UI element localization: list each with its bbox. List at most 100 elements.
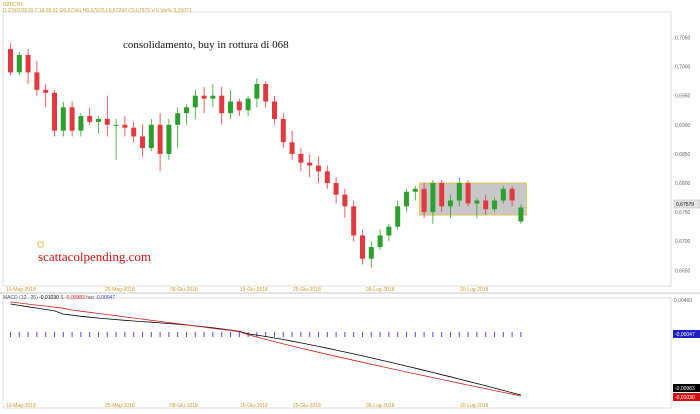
candle-body	[210, 95, 216, 99]
signal-value-box	[673, 384, 700, 392]
current-price-label: 0,67579	[676, 202, 694, 208]
candle-body	[78, 116, 84, 131]
date-tick-label: 08-Giu-2018	[170, 287, 198, 293]
candle-body	[351, 206, 357, 236]
candles-group	[8, 43, 524, 268]
price-tick-label: 0,6950	[675, 94, 691, 100]
price-tick-label: 0,6800	[675, 181, 691, 187]
candle-body	[131, 127, 137, 137]
candle-body	[96, 118, 101, 122]
price-tick-label: 0,6650	[675, 268, 691, 274]
candle-body	[509, 188, 515, 201]
macd-signal-label: S	[60, 295, 64, 301]
hist-value-box	[673, 330, 700, 338]
price-tick-label: 0,6700	[675, 239, 691, 245]
macd-signal-value: -0,00983	[65, 295, 85, 301]
date-tick-label: 25-Mag-2018	[105, 403, 135, 409]
candle-body	[16, 54, 22, 73]
candle-body	[104, 118, 110, 125]
candle-body	[307, 162, 313, 166]
header-var: 0,25071	[174, 8, 192, 14]
candle-body	[236, 101, 242, 111]
date-tick-label: 15-Giu-2018	[240, 287, 268, 293]
candle-body	[122, 124, 128, 128]
candle-body	[254, 84, 260, 99]
candle-body	[52, 92, 57, 131]
candle-body	[421, 188, 427, 213]
candle-body	[483, 200, 489, 210]
header-open-label: O	[60, 8, 64, 14]
price-tick-label: 0,6750	[675, 210, 691, 216]
header-time: 16:18:01	[39, 8, 59, 14]
signal-value-box-text: -0,00983	[675, 386, 695, 392]
date-tick-label: 20-Lug-2018	[460, 403, 489, 409]
candle-body	[395, 206, 401, 227]
candle-body	[34, 72, 40, 90]
candle-body	[386, 226, 392, 236]
header-var-label: Var%	[160, 8, 172, 14]
macd-value-box-text: -0,01030	[675, 395, 695, 401]
date-tick-label: 25-Giu-2018	[293, 403, 321, 409]
candle-body	[263, 84, 269, 102]
candle-body	[60, 107, 66, 131]
candle-body	[289, 142, 295, 154]
price-axis: 0,7050 0,7000 0,6950 0,6900 0,6850 0,6800 0,67…	[675, 35, 691, 274]
candle-body	[228, 101, 233, 114]
macd-label: MACD	[3, 295, 18, 301]
date-tick-label: 25-Giu-2018	[293, 287, 321, 293]
candle-body	[192, 95, 198, 108]
candle-body	[456, 183, 462, 201]
price-tick-label: 0,6850	[675, 152, 691, 158]
candle-body	[219, 95, 225, 114]
header-low-label: L	[106, 8, 109, 14]
macd-value: -0,01030	[39, 295, 59, 301]
candle-body	[474, 200, 480, 204]
date-axis-macd: 10-Mag-2018 25-Mag-2018 08-Giu-2018 15-Giu-…	[6, 403, 489, 409]
macd-hist-label: hist	[86, 295, 94, 301]
candle-body	[184, 107, 189, 114]
candle-body	[201, 95, 207, 99]
candle-body	[500, 188, 506, 201]
hist-value-box-text: -0,00047	[675, 332, 695, 338]
watermark-square-icon	[37, 241, 44, 248]
header-close: 0,67579	[132, 8, 150, 14]
header-close-label: C	[128, 8, 132, 14]
macd-params: (12 , 26)	[19, 295, 38, 301]
candle-body	[360, 235, 365, 259]
date-tick-label: 09-Lug-2018	[366, 403, 395, 409]
header-open: 0,67341	[63, 8, 81, 14]
header-low: 0,67297	[109, 8, 127, 14]
candle-body	[439, 183, 445, 207]
candle-body	[69, 107, 75, 131]
date-tick-label: 10-Mag-2018	[6, 287, 36, 293]
candle-body	[518, 207, 524, 222]
macd-line	[10, 303, 522, 396]
candle-body	[157, 124, 163, 154]
macd-axis-top: 0,00460	[674, 298, 692, 304]
annotation-text: consolidamento, buy in rottura di 068	[123, 39, 289, 51]
candle-body	[113, 124, 119, 126]
candle-body	[333, 183, 339, 195]
candle-body	[465, 183, 471, 204]
ohlc-readout: D 27/07/2018 T 16:18:01 O0,67341 H0,6762…	[3, 8, 192, 14]
header-date: 27/07/2018	[8, 8, 33, 14]
date-tick-label: 15-Giu-2018	[240, 403, 268, 409]
date-axis-main: 10-Mag-2018 25-Mag-2018 08-Giu-2018 15-Giu-…	[6, 287, 489, 293]
date-tick-label: 25-Mag-2018	[105, 287, 135, 293]
macd-header: MACD (12 , 26) -0,01030 S -0,00983 hist …	[3, 295, 115, 301]
candle-body	[298, 153, 304, 163]
price-panel	[2, 11, 672, 287]
date-tick-label: 20-Lug-2018	[460, 287, 489, 293]
watermark-text: scattacolpending.com	[38, 249, 151, 264]
candle-body	[412, 188, 418, 192]
candle-body	[316, 165, 321, 172]
candle-body	[43, 89, 49, 93]
date-tick-label: 09-Lug-2018	[366, 287, 395, 293]
header-volume-label: V	[151, 8, 155, 14]
price-tick-label: 0,7000	[675, 65, 691, 71]
current-price-box	[673, 199, 700, 209]
consolidation-box	[419, 182, 527, 216]
macd-value-box	[673, 393, 700, 401]
macd-panel	[2, 297, 672, 409]
